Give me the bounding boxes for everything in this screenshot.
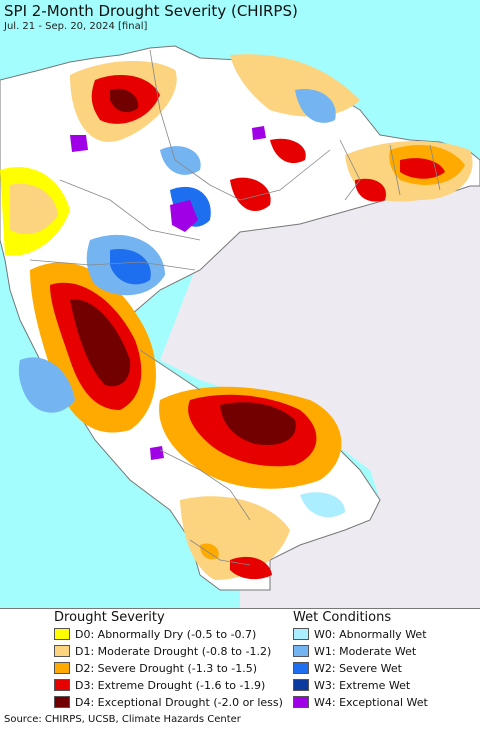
legend-swatch	[293, 662, 309, 674]
legend-item-d0: D0: Abnormally Dry (-0.5 to -0.7)	[54, 627, 256, 641]
legend-swatch	[293, 645, 309, 657]
legend-item-d4: D4: Exceptional Drought (-2.0 or less)	[54, 695, 283, 709]
legend-item-d1: D1: Moderate Drought (-0.8 to -1.2)	[54, 644, 271, 658]
drought-map: SPI 2-Month Drought Severity (CHIRPS) Ju…	[0, 0, 480, 609]
legend-label: D4: Exceptional Drought (-2.0 or less)	[75, 695, 283, 709]
map-subtitle: Jul. 21 - Sep. 20, 2024 [final]	[4, 21, 148, 32]
legend-swatch	[54, 679, 70, 691]
legend-label: D1: Moderate Drought (-0.8 to -1.2)	[75, 644, 272, 658]
legend-label: D3: Extreme Drought (-1.6 to -1.9)	[75, 678, 266, 692]
drought-legend-title: Drought Severity	[54, 610, 165, 625]
wet-legend-title: Wet Conditions	[293, 610, 392, 625]
legend-swatch	[54, 662, 70, 674]
map-svg	[0, 0, 480, 608]
legend-item-d2: D2: Severe Drought (-1.3 to -1.5)	[54, 661, 257, 675]
legend-item-w2: W2: Severe Wet	[293, 661, 402, 675]
map-title: SPI 2-Month Drought Severity (CHIRPS)	[4, 2, 298, 20]
legend-label: D2: Severe Drought (-1.3 to -1.5)	[75, 661, 258, 675]
legend-label: W2: Severe Wet	[314, 661, 402, 675]
legend-label: W0: Abnormally Wet	[314, 627, 427, 641]
wet-patches	[18, 89, 345, 518]
legend-swatch	[293, 696, 309, 708]
legend-item-w4: W4: Exceptional Wet	[293, 695, 428, 709]
legend-label: W3: Extreme Wet	[314, 678, 411, 692]
legend-swatch	[54, 645, 70, 657]
legend-swatch	[293, 679, 309, 691]
legend-item-w3: W3: Extreme Wet	[293, 678, 410, 692]
source-credit: Source: CHIRPS, UCSB, Climate Hazards Ce…	[4, 714, 241, 725]
drought-patches	[0, 54, 473, 580]
legend-item-d3: D3: Extreme Drought (-1.6 to -1.9)	[54, 678, 265, 692]
legend-swatch	[54, 628, 70, 640]
legend-swatch	[293, 628, 309, 640]
land-outside-region	[160, 186, 480, 608]
legend-swatch	[54, 696, 70, 708]
legend-item-w1: W1: Moderate Wet	[293, 644, 416, 658]
legend-label: D0: Abnormally Dry (-0.5 to -0.7)	[75, 627, 257, 641]
legend-label: W4: Exceptional Wet	[314, 695, 428, 709]
country-borders	[29, 49, 441, 566]
legend-label: W1: Moderate Wet	[314, 644, 417, 658]
legend-item-w0: W0: Abnormally Wet	[293, 627, 427, 641]
